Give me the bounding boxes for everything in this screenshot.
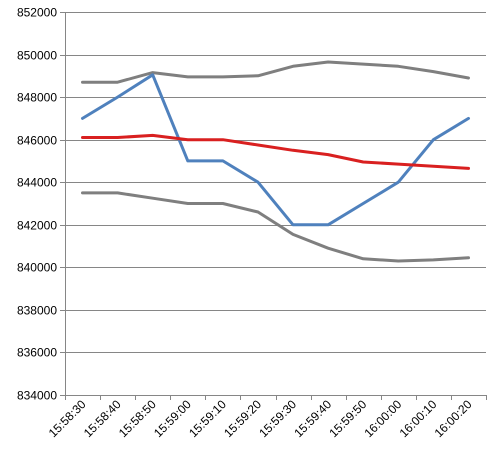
series-line-3	[81, 133, 470, 170]
series-line-1	[81, 60, 470, 84]
series-line-4	[81, 191, 470, 263]
x-axis-tick-label: 15:59:50	[326, 397, 369, 440]
axes	[60, 12, 487, 400]
x-axis-tick-label: 15:58:50	[116, 397, 159, 440]
y-axis-tick-label: 836000	[17, 346, 57, 360]
x-axis-tick-label: 16:00:20	[432, 397, 475, 440]
gridlines	[65, 12, 486, 353]
x-axis-tick-labels: 15:58:3015:58:4015:58:5015:59:0015:59:10…	[46, 397, 475, 440]
x-axis-tick-label: 15:59:00	[151, 397, 194, 440]
x-axis-tick-label: 15:59:40	[291, 397, 334, 440]
x-axis-tick-label: 15:58:40	[81, 397, 124, 440]
y-axis-tick-label: 844000	[17, 176, 57, 190]
y-axis-tick-label: 846000	[17, 134, 57, 148]
y-axis-tick-labels: 834000 836000 838000 840000 842000 844000 8460…	[17, 6, 57, 403]
x-axis-tick-label: 15:59:10	[186, 397, 229, 440]
y-axis-tick-label: 838000	[17, 304, 57, 318]
x-axis-tick-label: 16:00:10	[397, 397, 440, 440]
y-axis-tick-label: 840000	[17, 261, 57, 275]
y-axis-tick-label: 850000	[17, 49, 57, 63]
series-line-2	[81, 73, 470, 227]
x-axis-tick-label: 15:58:30	[46, 397, 89, 440]
x-axis-tick-label: 16:00:00	[361, 397, 404, 440]
y-axis-tick-label: 842000	[17, 219, 57, 233]
y-axis-tick-label: 834000	[17, 389, 57, 403]
y-axis-tick-label: 848000	[17, 91, 57, 105]
y-axis-tick-label: 852000	[17, 6, 57, 20]
x-axis-tick-label: 15:59:30	[256, 397, 299, 440]
x-axis-tick-label: 15:59:20	[221, 397, 264, 440]
series-lines	[81, 60, 470, 263]
